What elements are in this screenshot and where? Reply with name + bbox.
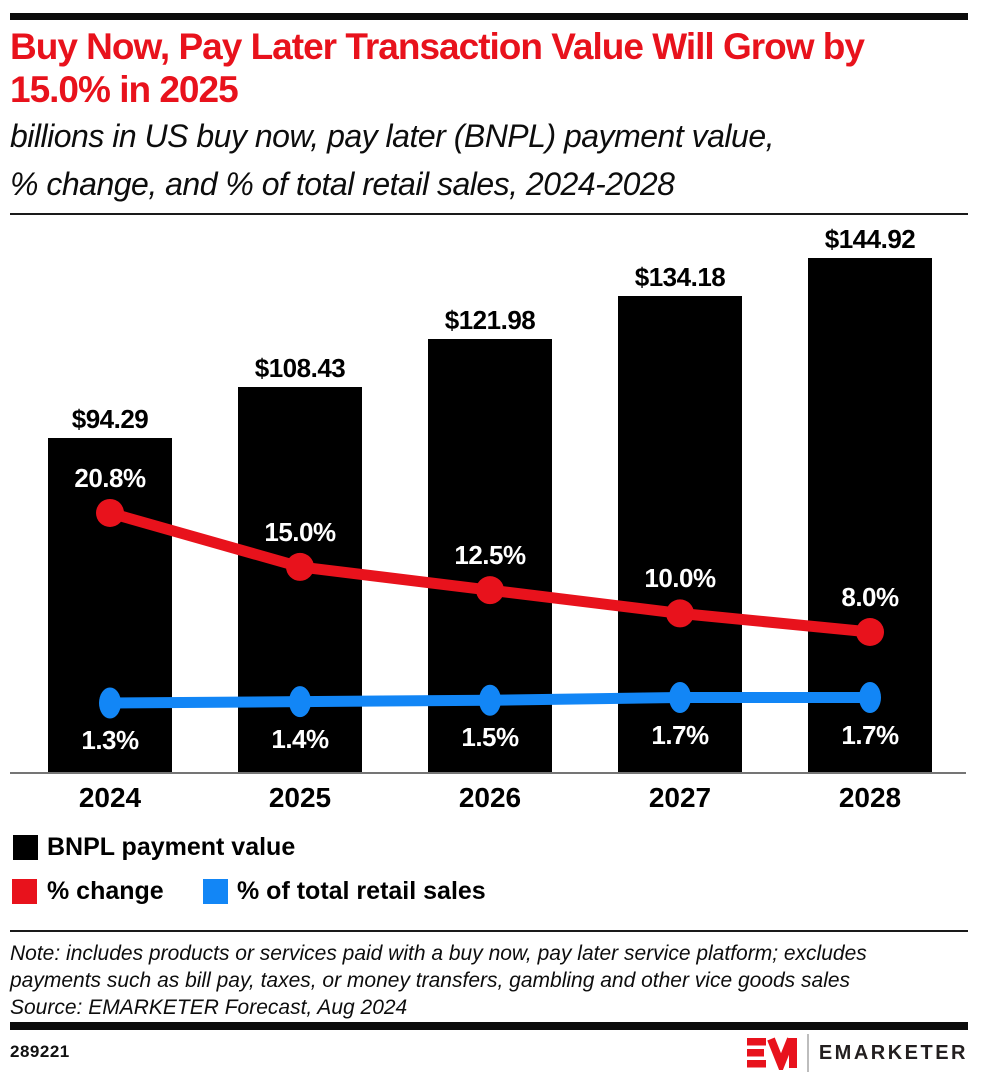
footer-divider [10,1022,968,1030]
retail-share-label-2028: 1.7% [841,719,899,750]
bar-value-label-2025: $108.43 [254,353,346,384]
page-subtitle-line-2: % change, and % of total retail sales, 2… [10,166,675,202]
retail-share-point-2028 [859,682,881,713]
pct-change-line [104,507,876,638]
logo-divider [806,1034,809,1072]
x-axis-line [10,772,966,774]
pct-change-point-2024 [96,498,124,527]
legend-label-pct-change: % change [47,877,164,905]
legend-label-retail-share: % of total retail sales [237,877,486,905]
retail-share-label-2024: 1.3% [81,725,139,755]
legend-swatch-bnpl [13,835,38,860]
page-title-line-1: Buy Now, Pay Later Transaction Value Wil… [10,26,865,67]
emarketer-wordmark: EMARKETER [818,1041,968,1064]
bar-value-label-2028: $144.92 [824,224,916,254]
line-series-overlay [96,498,884,719]
pct-change-label-2025: 15.0% [264,516,336,547]
pct-change-point-2027 [666,599,694,628]
retail-share-point-2025 [289,686,311,718]
bar-value-label-2026: $121.98 [444,305,536,336]
legend-swatch-retail-share [203,879,228,904]
pct-change-point-2025 [286,552,314,581]
footnote-divider [10,930,968,932]
pct-change-label-2027: 10.0% [644,563,716,594]
top-rule [10,13,968,20]
source-line: Source: EMARKETER Forecast, Aug 2024 [10,996,408,1019]
pct-change-label-2026: 12.5% [454,540,526,571]
page-title-line-2: 15.0% in 2025 [10,69,239,110]
bar-value-label-2024: $94.29 [71,403,149,434]
note-line-1: Note: includes products or services paid… [10,942,867,965]
pct-change-point-2026 [476,576,504,605]
pct-change-label-2024: 20.8% [74,462,146,493]
x-axis-label-2026: 2026 [458,782,522,813]
retail-share-label-2027: 1.7% [651,719,709,750]
page-subtitle-line-1: billions in US buy now, pay later (BNPL)… [10,118,775,154]
header-divider [10,213,968,215]
legend-label-bnpl: BNPL payment value [47,833,296,861]
retail-share-point-2027 [669,682,691,713]
x-axis-label-2024: 2024 [78,782,142,813]
retail-share-label-2025: 1.4% [271,723,329,754]
chart-id: 289221 [10,1042,70,1061]
legend-swatch-pct-change [12,879,37,904]
retail-share-point-2024 [99,687,121,719]
note-line-2: payments such as bill pay, taxes, or mon… [10,969,851,992]
emarketer-logo: EMARKETER [746,1034,968,1072]
emarketer-monogram-icon [746,1037,797,1070]
retail-share-point-2026 [479,684,501,716]
footnote: Note: includes products or services paid… [10,940,975,1021]
pct-change-label-2028: 8.0% [841,582,899,612]
x-axis-label-2027: 2027 [648,782,712,813]
x-axis-label-2028: 2028 [838,782,902,813]
bar-value-label-2027: $134.18 [634,262,726,293]
x-axis-label-2025: 2025 [268,782,332,813]
page-title: Buy Now, Pay Later Transaction Value Wil… [10,25,975,111]
pct-change-point-2028 [856,618,884,646]
retail-share-label-2026: 1.5% [461,722,519,753]
chart-plot-area: $94.29 20.8% 1.3% 2024 $108.43 15.0% 1.4% 2025 $… [0,220,985,820]
page-subtitle: billions in US buy now, pay later (BNPL)… [10,112,975,208]
